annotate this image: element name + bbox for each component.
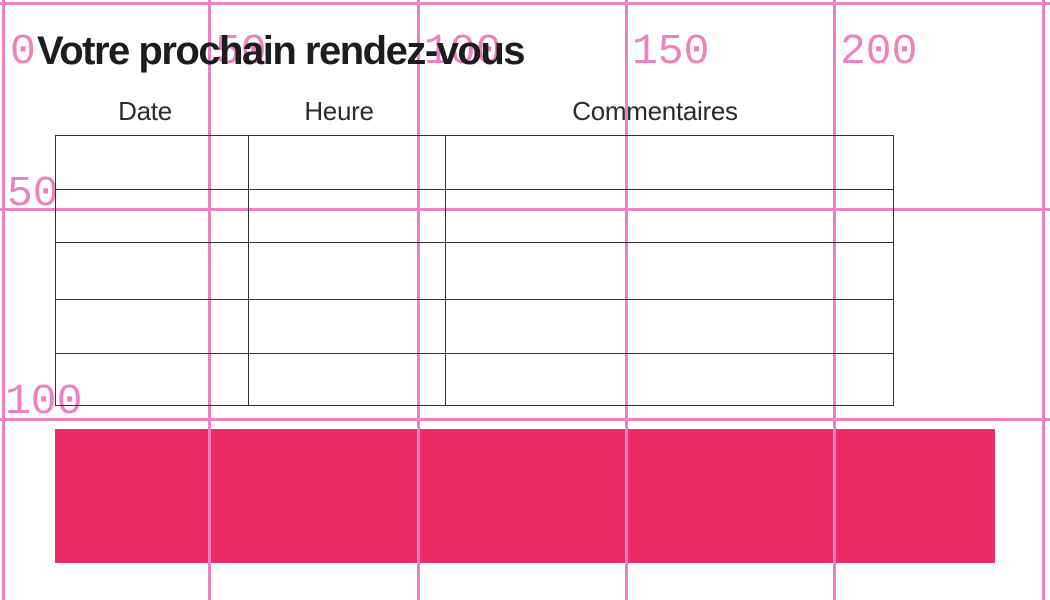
column-header-heure: Heure [304, 96, 374, 126]
table-cell-r2-c2 [446, 243, 893, 300]
page-title: Votre prochain rendez-vous [37, 29, 526, 73]
table-cell-r3-c2 [446, 300, 893, 354]
table-cell-r2-c0 [56, 243, 249, 300]
table-cell-r1-c2 [446, 190, 893, 243]
table-cell-r4-c0 [56, 354, 249, 405]
column-header-commentaires: Commentaires [572, 96, 738, 126]
highlight-bar [55, 429, 995, 563]
table-cell-r2-c1 [249, 243, 446, 300]
table-cell-r0-c0 [56, 136, 249, 190]
table-cell-r1-c0 [56, 190, 249, 243]
table-cell-r3-c0 [56, 300, 249, 354]
table-cell-r0-c1 [249, 136, 446, 190]
table-cell-r4-c2 [446, 354, 893, 405]
table-cell-r1-c1 [249, 190, 446, 243]
appointments-table [55, 135, 894, 406]
column-header-date: Date [118, 96, 172, 126]
table-cell-r0-c2 [446, 136, 893, 190]
table-cell-r4-c1 [249, 354, 446, 405]
table-cell-r3-c1 [249, 300, 446, 354]
